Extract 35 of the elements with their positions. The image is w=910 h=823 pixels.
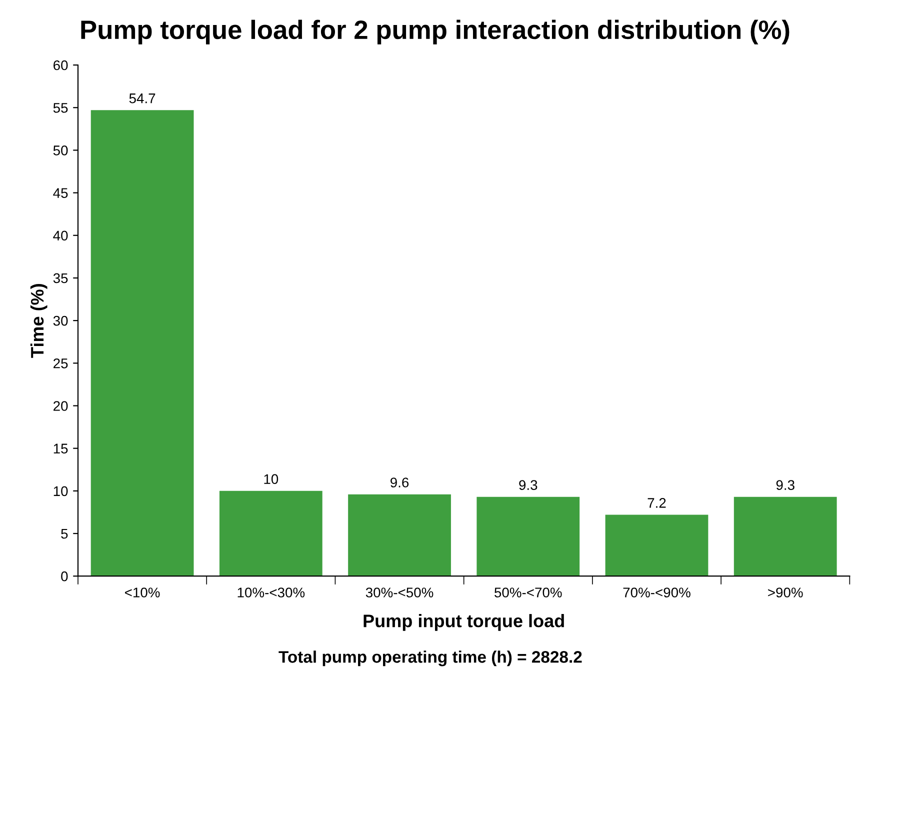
- data-label: 9.3: [776, 480, 794, 490]
- y-axis-title: Time (%): [30, 284, 48, 358]
- y-tick-label: 5: [61, 528, 68, 539]
- x-tick-label: 50%-<70%: [494, 588, 562, 598]
- x-tick-label: 10%-<30%: [238, 588, 305, 598]
- y-tick-label: 15: [54, 444, 68, 454]
- x-tick-label: 30%-<50%: [366, 588, 434, 598]
- y-tick-label: 45: [53, 188, 68, 198]
- data-label: 54.7: [129, 94, 156, 104]
- y-tick-label: 0: [61, 571, 68, 582]
- x-tick-label: >90%: [768, 588, 803, 598]
- bar: [734, 496, 837, 576]
- bar: [348, 494, 451, 576]
- y-tick-label: 30: [53, 316, 68, 326]
- text: Total pump operating time (h) = 2828.2: [278, 650, 582, 666]
- y-tick-label: 20: [54, 401, 68, 411]
- y-tick-label: 35: [53, 273, 68, 284]
- bar: [90, 110, 194, 576]
- y-tick-label: 55: [53, 103, 68, 113]
- y-tick-label: 50: [53, 146, 68, 156]
- x-tick-label: <10%: [125, 588, 160, 598]
- bar: [605, 514, 708, 576]
- chart-title: Pump torque load for 2 pump interaction distribution (%): [81, 20, 790, 44]
- data-label: 9.6: [390, 478, 409, 488]
- data-label: 7.2: [648, 498, 666, 508]
- y-tick-label: 40: [53, 230, 68, 241]
- x-tick-label: 70%-<90%: [623, 588, 690, 598]
- data-label: 10: [264, 474, 278, 484]
- bar: [219, 490, 322, 576]
- y-tick-label: 25: [54, 358, 68, 368]
- y-tick-label: 60: [54, 60, 68, 70]
- data-label: 9.3: [519, 480, 538, 490]
- bar: [476, 496, 580, 576]
- y-tick-label: 10: [54, 486, 68, 496]
- x-axis-title: Pump input torque load: [364, 614, 564, 631]
